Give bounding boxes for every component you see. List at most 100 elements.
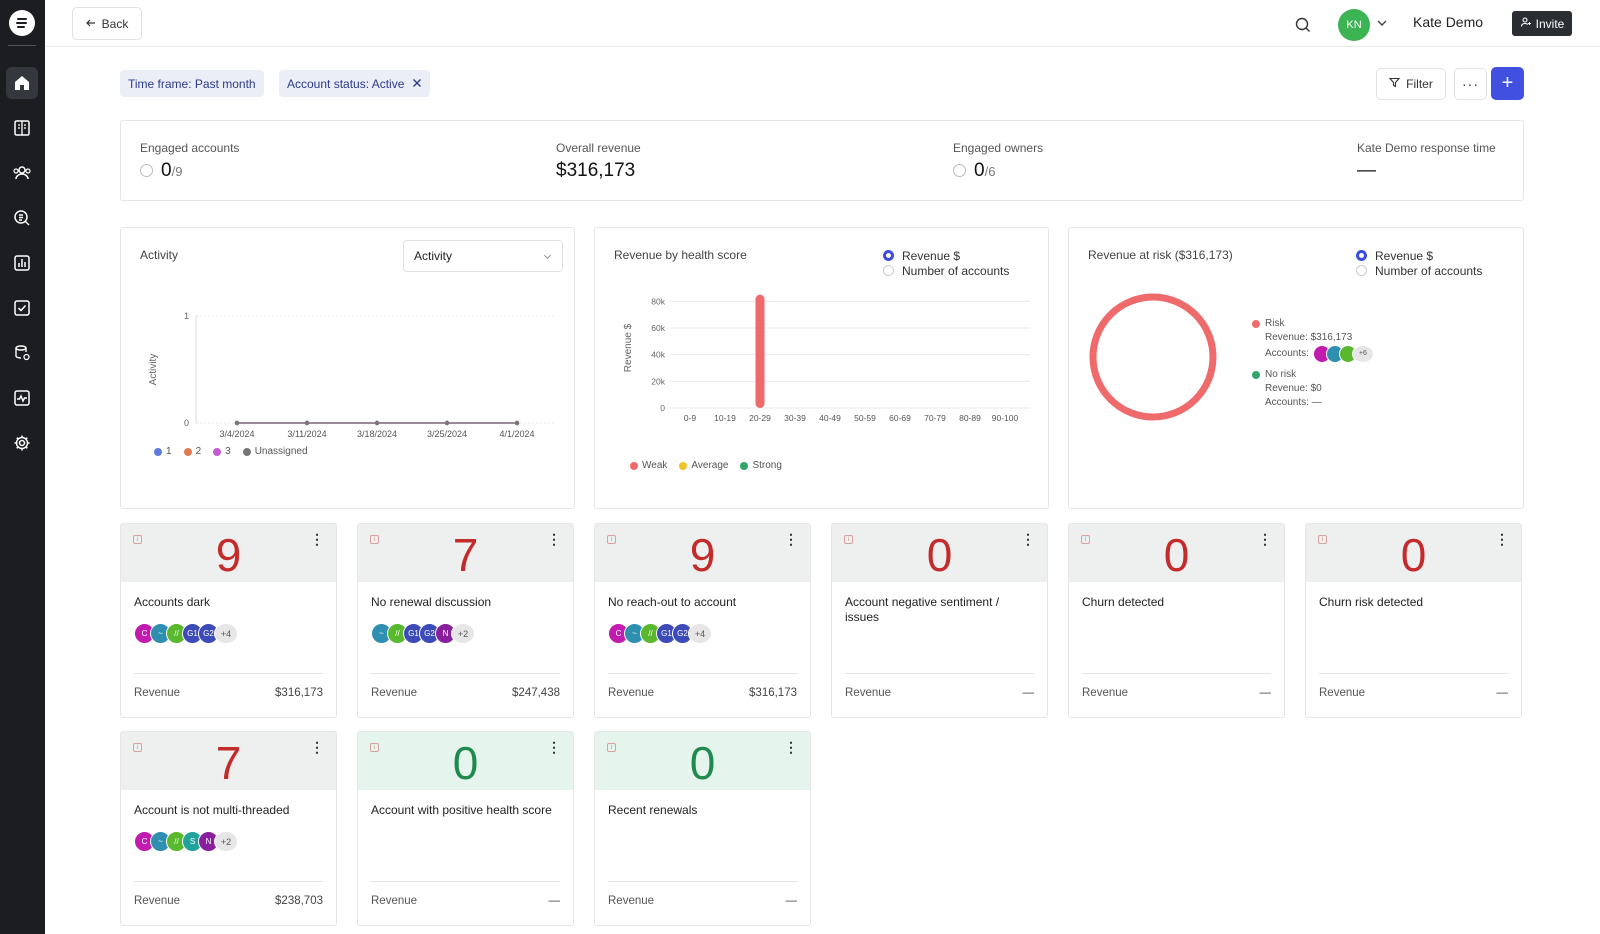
metric-card[interactable]: i ⋮ 0 Churn risk detected Revenue — [1305, 523, 1522, 718]
card-header: i ⋮ 0 [1069, 524, 1284, 582]
close-icon[interactable] [412, 77, 422, 91]
sidebar-item-users[interactable] [6, 157, 38, 189]
card-divider [134, 673, 323, 674]
sidebar-item-reports[interactable] [6, 247, 38, 279]
metric-card[interactable]: i ⋮ 0 Churn detected Revenue — [1068, 523, 1285, 718]
more-accounts-badge[interactable]: +2 [214, 831, 238, 852]
account-avatar[interactable]: G2 [672, 623, 693, 644]
card-revenue-label: Revenue [845, 687, 892, 699]
info-icon[interactable]: i [1318, 535, 1327, 544]
legend-item[interactable]: Unassigned [242, 446, 308, 457]
metric-card[interactable]: i ⋮ 0 Recent renewals Revenue — [594, 731, 811, 926]
sidebar-item-tasks[interactable] [6, 292, 38, 324]
more-accounts-badge[interactable]: +2 [451, 623, 475, 644]
more-accounts-badge[interactable]: +4 [688, 623, 712, 644]
x-tick-label: 20-29 [749, 413, 771, 423]
more-accounts-badge[interactable]: +4 [214, 623, 238, 644]
invite-button[interactable]: Invite [1512, 11, 1572, 36]
metric-card[interactable]: i ⋮ 7 No renewal discussion ~//G1 G2 N +2 R… [357, 523, 574, 718]
risk-legend-item[interactable]: Risk [1252, 317, 1369, 331]
legend-item[interactable]: Strong [740, 460, 782, 471]
card-header: i ⋮ 9 [595, 524, 810, 582]
card-revenue-label: Revenue [134, 895, 181, 907]
revenue-at-risk-panel: Revenue at risk ($316,173) Revenue $ Num… [1068, 227, 1524, 509]
kebab-menu-icon[interactable]: ⋮ [784, 739, 798, 755]
legend-item[interactable]: 2 [183, 446, 201, 457]
legend-label: Strong [752, 460, 782, 471]
health-bar-chart: 0 20k 40k 60k 80k Revenue $ 0-9 10-19 20-29 30-39… [623, 294, 1030, 423]
info-icon[interactable]: i [370, 535, 379, 544]
user-avatar[interactable]: KN [1338, 9, 1370, 41]
risk-legend: Risk Revenue: $316,173 Accounts: +6 No r… [1252, 317, 1374, 410]
metric-card[interactable]: i ⋮ 0 Account with positive health score… [357, 731, 574, 926]
metric-card[interactable]: i ⋮ 7 Account is not multi-threaded C ~//… [120, 731, 337, 926]
y-tick-label: 1 [184, 311, 189, 321]
sidebar-item-activity[interactable] [6, 382, 38, 414]
card-divider [608, 673, 797, 674]
info-icon[interactable]: i [607, 535, 616, 544]
info-icon[interactable]: i [133, 535, 142, 544]
info-icon[interactable]: i [370, 743, 379, 752]
sidebar-item-settings[interactable] [6, 427, 38, 459]
kebab-menu-icon[interactable]: ⋮ [784, 531, 798, 547]
more-accounts-badge[interactable]: +6 [1351, 345, 1374, 363]
metric-card[interactable]: i ⋮ 0 Account negative sentiment / issue… [831, 523, 1048, 718]
activity-select[interactable]: Activity [403, 240, 563, 272]
legend-item[interactable]: 3 [213, 446, 231, 457]
norisk-legend-item[interactable]: No risk [1252, 368, 1369, 382]
more-options-button[interactable]: ··· [1454, 68, 1487, 100]
info-icon[interactable]: i [844, 535, 853, 544]
info-icon[interactable]: i [133, 743, 142, 752]
search-icon[interactable] [1294, 16, 1312, 34]
radio-accounts[interactable]: Number of accounts [1356, 263, 1482, 278]
back-button[interactable]: Back [72, 7, 142, 40]
logo-icon[interactable] [9, 10, 35, 36]
card-count: 9 [215, 529, 242, 581]
radio-label: Number of accounts [1375, 263, 1483, 278]
sidebar-item-data[interactable] [6, 337, 38, 369]
sidebar-item-library[interactable] [6, 112, 38, 144]
radio-button[interactable] [883, 250, 894, 261]
metric-card[interactable]: i ⋮ 9 No reach-out to account C ~//G1 G2 +4… [594, 523, 811, 718]
kebab-menu-icon[interactable]: ⋮ [1495, 531, 1509, 547]
radio-label: Revenue $ [1375, 248, 1434, 263]
info-icon[interactable]: i [1081, 535, 1090, 544]
card-divider [371, 673, 560, 674]
sidebar-item-home[interactable] [6, 67, 38, 99]
user-name: Kate Demo [1413, 14, 1484, 30]
metric-card[interactable]: i ⋮ 9 Accounts dark C ~//G1 G2 +4 Revenue $… [120, 523, 337, 718]
kebab-menu-icon[interactable]: ⋮ [310, 739, 324, 755]
stat-response-time: Kate Demo response time — [1357, 141, 1496, 182]
add-widget-button[interactable]: + [1491, 67, 1524, 100]
kebab-menu-icon[interactable]: ⋮ [1258, 531, 1272, 547]
radio-revenue[interactable]: Revenue $ [883, 248, 1009, 263]
filter-chip-timeframe[interactable]: Time frame: Past month [120, 70, 264, 97]
filter-icon [1388, 77, 1401, 91]
checklist-icon [14, 300, 30, 316]
legend-marker [1252, 371, 1260, 379]
legend-item[interactable]: 1 [154, 446, 172, 457]
kebab-menu-icon[interactable]: ⋮ [1021, 531, 1035, 547]
sidebar-item-search[interactable] [6, 202, 38, 234]
filter-button[interactable]: Filter [1376, 68, 1446, 100]
card-count: 7 [452, 529, 479, 581]
radio-revenue[interactable]: Revenue $ [1356, 248, 1482, 263]
radio-button[interactable] [1356, 265, 1367, 276]
kebab-menu-icon[interactable]: ⋮ [547, 739, 561, 755]
radio-button[interactable] [1356, 250, 1367, 261]
account-avatar[interactable]: G2 [198, 623, 219, 644]
add-user-icon [1520, 16, 1532, 31]
norisk-revenue: Revenue: $0 [1265, 383, 1322, 394]
radio-accounts[interactable]: Number of accounts [883, 263, 1009, 278]
card-header: i ⋮ 9 [121, 524, 336, 582]
legend-item[interactable]: Weak [630, 460, 667, 471]
radio-button[interactable] [883, 265, 894, 276]
card-revenue-value: $316,173 [749, 687, 797, 699]
info-icon[interactable]: i [607, 743, 616, 752]
kebab-menu-icon[interactable]: ⋮ [547, 531, 561, 547]
legend-item[interactable]: Average [679, 460, 728, 471]
filter-chip-account-status[interactable]: Account status: Active [279, 70, 431, 97]
chevron-down-icon[interactable] [1376, 17, 1388, 29]
kebab-menu-icon[interactable]: ⋮ [310, 531, 324, 547]
card-revenue-value: $238,703 [275, 895, 323, 907]
